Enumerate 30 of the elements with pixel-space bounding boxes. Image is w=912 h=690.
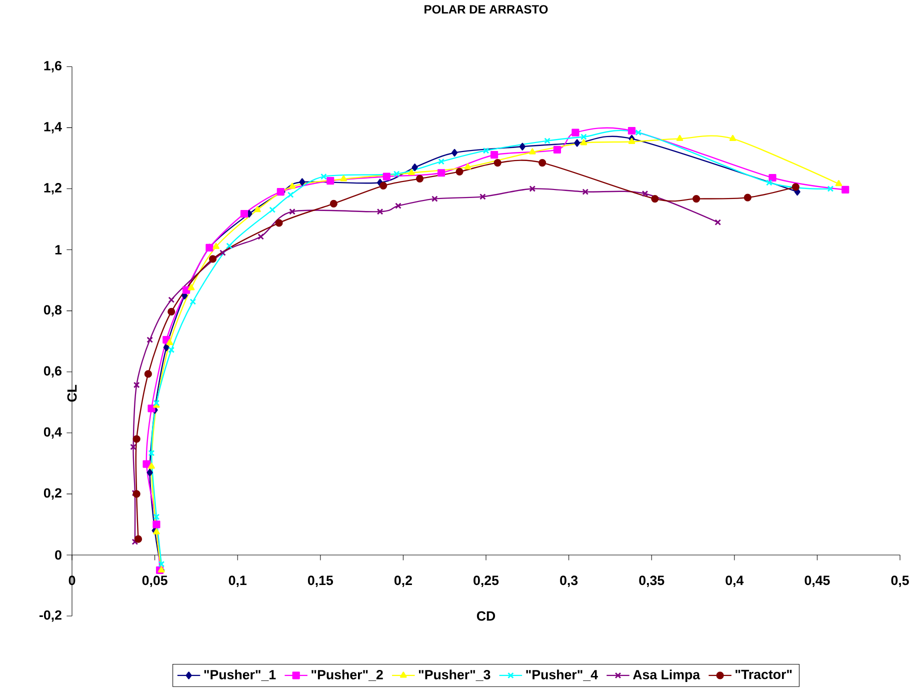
- y-tick-label: 0,6: [44, 366, 62, 378]
- legend-label: "Pusher"_1: [204, 670, 276, 681]
- legend-label: "Tractor": [736, 670, 792, 680]
- x-tick-label: 0: [68, 576, 76, 586]
- x-tick-label: 0,2: [394, 576, 412, 588]
- x-tick-label: 0,3: [560, 576, 578, 588]
- x-tick-label: 0,05: [142, 576, 168, 588]
- legend-label: "Pusher"_4: [526, 670, 598, 681]
- x-tick-label: 0,25: [474, 576, 499, 588]
- legend-label: "Pusher"_2: [312, 670, 383, 681]
- y-tick-label: -0,2: [40, 610, 62, 622]
- y-axis-title: CL: [67, 384, 77, 402]
- y-tick-label: 1: [55, 245, 62, 254]
- y-tick-label: 0,2: [44, 488, 62, 500]
- x-tick-label: 0,15: [308, 576, 334, 588]
- y-tick-label: 0: [55, 550, 62, 560]
- legend-label: Asa Limpa: [632, 670, 700, 682]
- y-tick-label: 0,4: [44, 427, 62, 439]
- y-tick-label: 1,6: [44, 60, 62, 72]
- x-tick-label: 0,5: [891, 576, 909, 588]
- x-tick-label: 0,45: [804, 576, 830, 588]
- chart-title: POLAR DE ARRASTO: [424, 5, 548, 14]
- y-tick-label: 1,4: [44, 122, 62, 134]
- x-tick-label: 0,1: [228, 576, 247, 588]
- x-tick-label: 0,35: [639, 576, 664, 588]
- x-tick-label: 0,4: [726, 576, 744, 588]
- legend-label: "Pusher"_3: [418, 670, 490, 681]
- y-tick-label: 1,2: [44, 183, 62, 194]
- y-tick-label: 0,8: [44, 305, 62, 317]
- x-axis-title: CD: [476, 611, 496, 621]
